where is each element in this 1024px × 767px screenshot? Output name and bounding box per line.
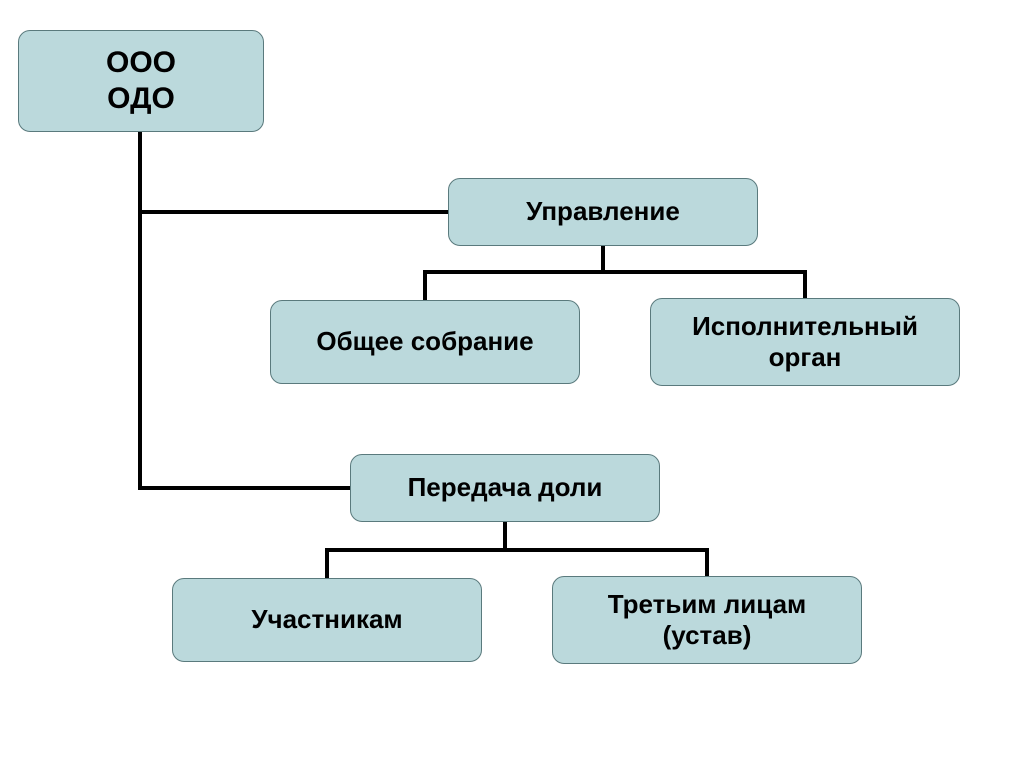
node-third-parties-line1: Третьим лицам — [608, 589, 807, 619]
connector — [425, 246, 603, 300]
node-management-label: Управление — [526, 196, 680, 227]
node-executive-body-line1: Исполнительный — [692, 311, 918, 341]
connector — [505, 522, 707, 576]
node-executive-body: Исполнительный орган — [650, 298, 960, 386]
connector — [327, 522, 505, 578]
node-share-transfer: Передача доли — [350, 454, 660, 522]
node-third-parties: Третьим лицам (устав) — [552, 576, 862, 664]
node-general-meeting: Общее собрание — [270, 300, 580, 384]
node-root-line2: ОДО — [107, 82, 175, 115]
node-root-line1: ООО — [106, 46, 176, 79]
node-root: ООО ОДО — [18, 30, 264, 132]
connector — [140, 132, 448, 212]
connector — [603, 246, 805, 298]
node-participants-label: Участникам — [251, 604, 402, 635]
node-share-transfer-label: Передача доли — [408, 472, 603, 503]
node-management: Управление — [448, 178, 758, 246]
node-participants: Участникам — [172, 578, 482, 662]
node-general-meeting-label: Общее собрание — [316, 326, 533, 357]
node-third-parties-line2: (устав) — [663, 620, 752, 650]
node-executive-body-line2: орган — [769, 342, 842, 372]
